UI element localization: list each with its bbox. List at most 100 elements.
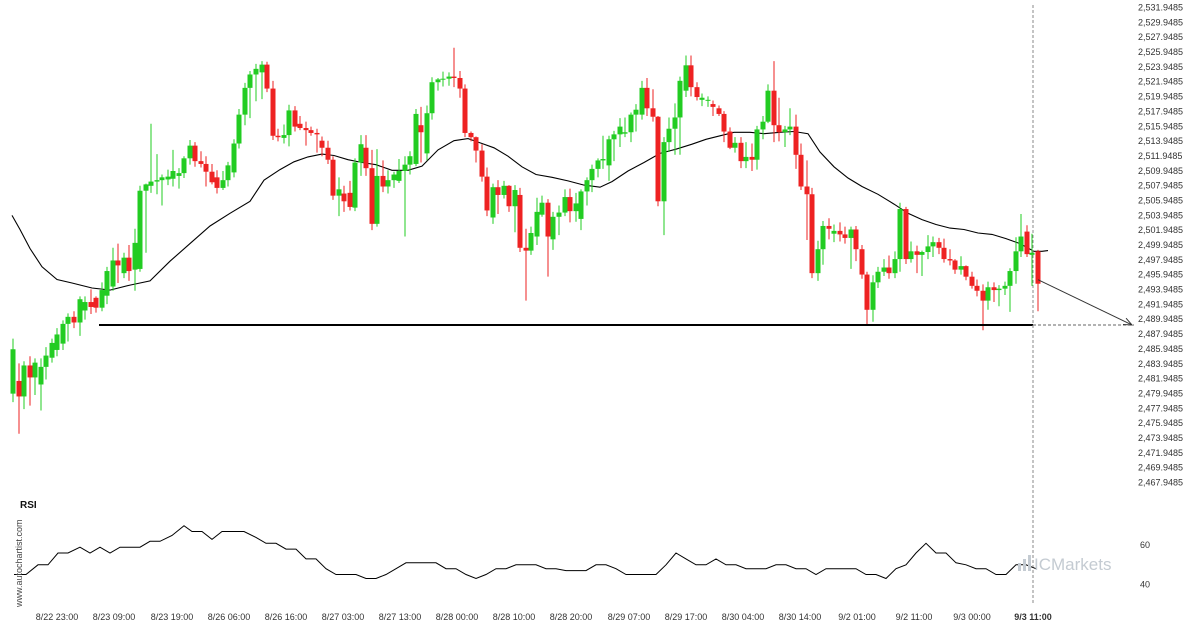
candle bbox=[170, 149, 176, 187]
candle bbox=[352, 158, 358, 212]
candle bbox=[958, 256, 964, 275]
candle bbox=[1029, 233, 1035, 286]
candle-body bbox=[578, 191, 584, 219]
candle-body bbox=[765, 90, 771, 122]
rsi-tick-label: 40 bbox=[1140, 579, 1150, 589]
time-tick-label: 8/23 09:00 bbox=[93, 612, 136, 622]
candle-body bbox=[963, 266, 969, 277]
candle-body bbox=[192, 145, 198, 162]
price-tick-label: 2,487.9485 bbox=[1138, 329, 1183, 339]
time-tick-label: 8/26 16:00 bbox=[265, 612, 308, 622]
candle-body bbox=[446, 76, 452, 79]
candle bbox=[484, 167, 490, 217]
candle-body bbox=[980, 290, 986, 301]
candle bbox=[798, 143, 804, 191]
price-tick-label: 2,529.9485 bbox=[1138, 17, 1183, 27]
candle-body bbox=[391, 174, 397, 181]
candle-body bbox=[253, 68, 259, 75]
price-tick-label: 2,505.9485 bbox=[1138, 195, 1183, 205]
candle-body bbox=[903, 209, 909, 260]
projection-arrowhead bbox=[1122, 317, 1134, 326]
price-tick-label: 2,519.9485 bbox=[1138, 92, 1183, 102]
candle bbox=[495, 180, 501, 214]
candle-body bbox=[236, 114, 242, 144]
candle-body bbox=[628, 114, 634, 133]
candle bbox=[859, 244, 865, 279]
candle bbox=[281, 124, 287, 144]
candle-body bbox=[738, 142, 744, 162]
candle-body bbox=[209, 171, 215, 183]
candle bbox=[126, 244, 132, 281]
candle bbox=[242, 82, 248, 126]
candle bbox=[247, 70, 253, 119]
time-tick-label: 9/3 11:00 bbox=[1014, 612, 1052, 622]
candle bbox=[683, 55, 689, 98]
candle bbox=[749, 143, 755, 172]
candle bbox=[831, 224, 837, 243]
candle-body bbox=[132, 242, 138, 270]
candle bbox=[253, 63, 259, 102]
price-tick-label: 2,467.9485 bbox=[1138, 478, 1183, 488]
candle bbox=[600, 135, 606, 169]
candle-body bbox=[842, 234, 848, 238]
time-tick-label: 8/30 04:00 bbox=[722, 612, 765, 622]
candle-body bbox=[479, 150, 485, 177]
candle bbox=[473, 136, 479, 163]
candle bbox=[77, 296, 83, 336]
candle bbox=[606, 135, 612, 181]
candle-body bbox=[936, 242, 942, 248]
candle bbox=[330, 156, 336, 200]
candle-body bbox=[853, 229, 859, 250]
candle-body bbox=[914, 251, 920, 255]
candle bbox=[220, 171, 226, 191]
candle bbox=[936, 237, 942, 255]
rsi-title: RSI bbox=[20, 500, 37, 511]
candle bbox=[236, 109, 242, 149]
price-tick-label: 2,475.9485 bbox=[1138, 418, 1183, 428]
candle-body bbox=[727, 131, 733, 148]
candle-body bbox=[831, 230, 837, 234]
candle bbox=[699, 93, 705, 107]
candle bbox=[903, 206, 909, 265]
candle bbox=[358, 135, 364, 176]
candle-body bbox=[82, 302, 88, 311]
candle-body bbox=[484, 176, 490, 211]
candle bbox=[567, 188, 573, 223]
projection-line bbox=[1037, 279, 1133, 326]
candle-body bbox=[892, 259, 898, 274]
candle-body bbox=[270, 88, 276, 136]
candle-body bbox=[54, 334, 60, 350]
candle bbox=[396, 159, 402, 183]
candle bbox=[980, 284, 986, 331]
candle bbox=[1002, 281, 1008, 296]
candle-body bbox=[297, 123, 303, 129]
candle-body bbox=[43, 355, 49, 367]
candle-body bbox=[159, 177, 165, 181]
candle bbox=[617, 118, 623, 148]
candle bbox=[963, 265, 969, 281]
candle bbox=[793, 114, 799, 169]
candle-body bbox=[10, 349, 16, 394]
candle bbox=[622, 117, 628, 138]
candle-body bbox=[732, 142, 738, 148]
time-tick-label: 9/3 00:00 bbox=[953, 612, 991, 622]
rsi-axis: 60 40 bbox=[1140, 540, 1150, 589]
candle-body bbox=[380, 175, 386, 187]
candle-body bbox=[545, 202, 551, 237]
candle-body bbox=[143, 184, 149, 191]
candle bbox=[705, 96, 711, 107]
candle-body bbox=[462, 88, 468, 133]
time-tick-label: 8/30 14:00 bbox=[779, 612, 822, 622]
candle bbox=[870, 275, 876, 322]
candle bbox=[209, 163, 215, 185]
candle-body bbox=[435, 79, 441, 83]
candle bbox=[985, 281, 991, 310]
price-tick-label: 2,525.9485 bbox=[1138, 47, 1183, 57]
price-tick-label: 2,477.9485 bbox=[1138, 403, 1183, 413]
candle-body bbox=[231, 143, 237, 173]
candle bbox=[407, 151, 413, 175]
candle-body bbox=[281, 135, 287, 138]
candle-body bbox=[1002, 285, 1008, 289]
candle bbox=[837, 222, 843, 242]
candle bbox=[54, 328, 60, 357]
